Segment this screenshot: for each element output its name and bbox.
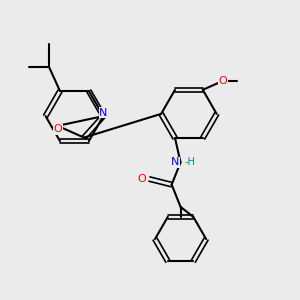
Text: O: O [53, 124, 62, 134]
Text: N: N [171, 158, 179, 167]
Text: N: N [99, 108, 107, 118]
Text: O: O [218, 76, 227, 86]
Text: O: O [137, 174, 146, 184]
Text: -H: -H [185, 158, 196, 167]
